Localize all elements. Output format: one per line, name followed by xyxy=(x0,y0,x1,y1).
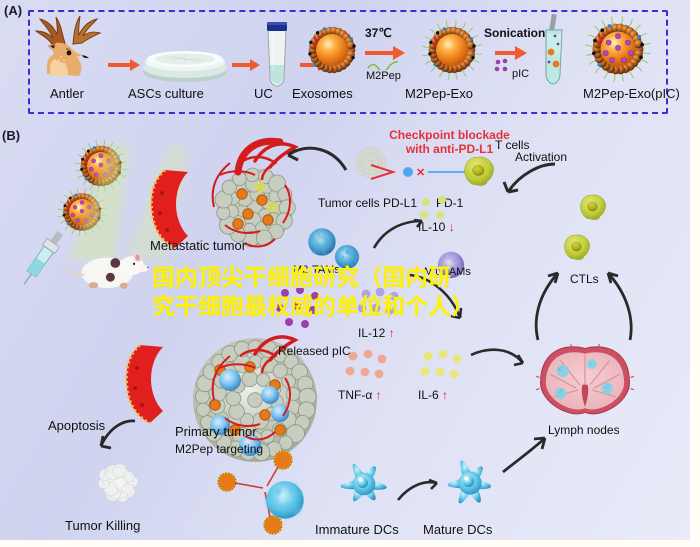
svg-text:✕: ✕ xyxy=(416,167,425,179)
